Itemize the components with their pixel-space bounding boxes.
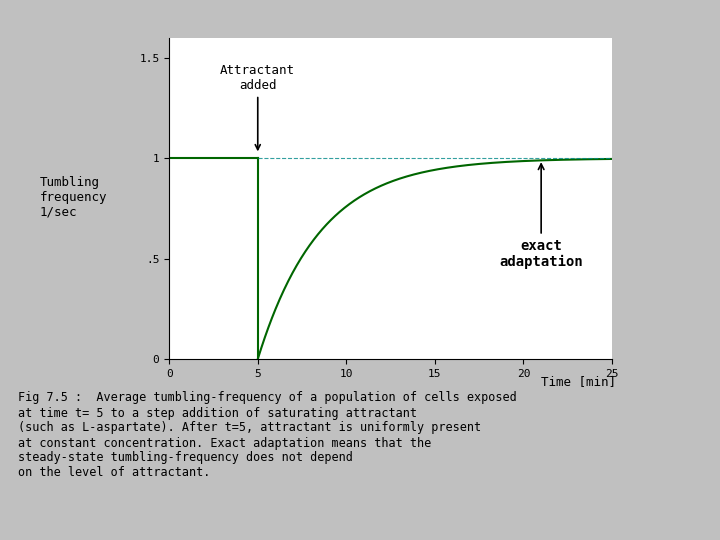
Text: Fig 7.5 :  Average tumbling-frequency of a population of cells exposed
at time t: Fig 7.5 : Average tumbling-frequency of … [18,392,517,480]
Text: Tumbling
frequency
1/sec: Tumbling frequency 1/sec [40,176,107,219]
Text: Time [min]: Time [min] [541,375,616,388]
Text: Attractant
added: Attractant added [220,64,295,150]
Text: exact
adaptation: exact adaptation [499,164,583,269]
